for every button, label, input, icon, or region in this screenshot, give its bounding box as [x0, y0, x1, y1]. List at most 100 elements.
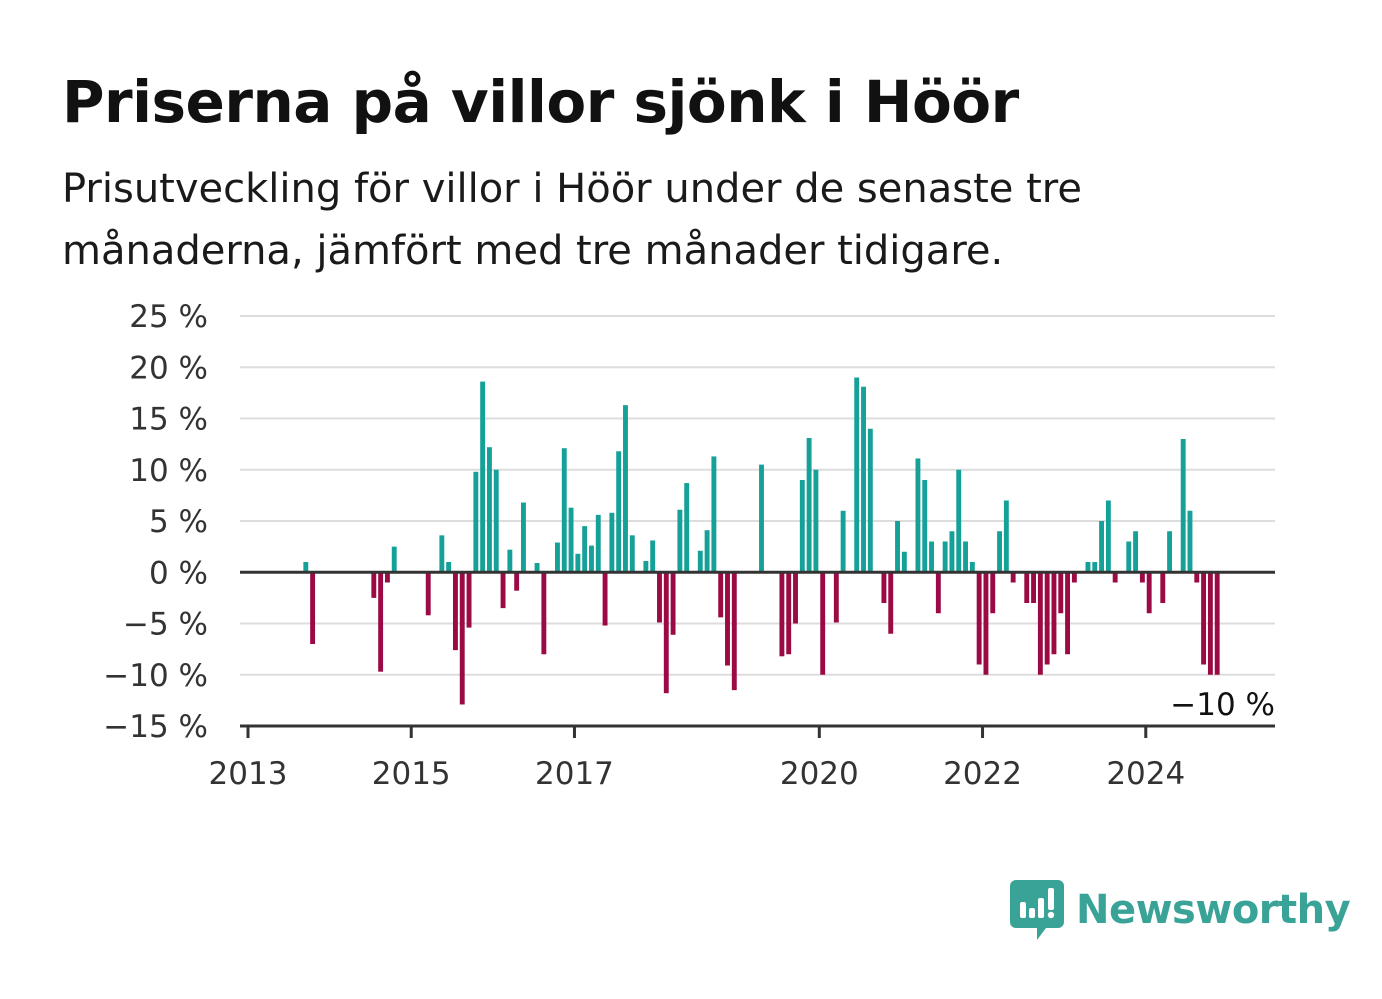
bar-2021-12: [976, 572, 982, 665]
bar-2016-05: [521, 502, 526, 573]
bar-2017-12: [650, 540, 656, 573]
bar-2022-11: [1051, 572, 1057, 655]
bar-2022-02: [990, 572, 996, 614]
bar-2020-11: [888, 572, 894, 634]
bar-2022-10: [1044, 572, 1050, 665]
bar-2024-01: [1146, 572, 1152, 614]
bar-2016-04: [514, 572, 520, 591]
chart-subtitle: Prisutveckling för villor i Höör under d…: [62, 166, 1082, 274]
y-axis-ticks: 25 % 20 % 15 % 10 % 5 % 0 % −5 % −10 % −15 %: [103, 299, 208, 745]
bar-2014-07: [371, 572, 377, 598]
bar-2015-11: [480, 381, 486, 573]
bar-2015-08: [459, 572, 465, 705]
bar-2020-10: [881, 572, 887, 603]
bar-2023-12: [1139, 572, 1145, 583]
bar-2016-01: [493, 469, 499, 573]
bar-2020-01: [820, 572, 826, 675]
bar-2019-08: [786, 572, 792, 655]
bar-2017-07: [616, 451, 622, 573]
bar-2013-10: [310, 572, 316, 644]
bar-2023-07: [1105, 500, 1111, 573]
bar-2022-05: [1010, 572, 1016, 583]
bar-2016-12: [568, 507, 574, 573]
x-tick-label: 2024: [1106, 756, 1185, 792]
bar-2019-11: [806, 437, 812, 573]
bar-2023-04: [1085, 562, 1091, 573]
x-tick-label: 2013: [209, 756, 288, 792]
y-tick-label: 25 %: [129, 299, 208, 335]
bar-2017-03: [589, 545, 594, 573]
bar-2018-04: [677, 509, 683, 573]
bar-2018-08: [704, 530, 710, 573]
bar-2022-03: [997, 531, 1002, 573]
bar-2015-09: [466, 572, 472, 628]
newsworthy-logo-icon: [1010, 880, 1064, 940]
bar-2018-03: [670, 572, 676, 635]
y-tick-label: −10 %: [103, 658, 208, 694]
bar-2019-07: [779, 572, 785, 657]
bar-2018-10: [718, 572, 724, 618]
x-axis: 2013 2015 2017 2020 2022 2024: [209, 724, 1275, 792]
bar-2015-10: [473, 471, 479, 573]
bar-2020-07: [861, 386, 866, 573]
bar-2017-09: [629, 535, 635, 573]
bar-2014-10: [391, 546, 397, 573]
bar-2023-11: [1133, 531, 1139, 573]
bar-2024-03: [1160, 572, 1166, 603]
bar-2021-08: [949, 531, 955, 573]
bar-2019-04: [759, 464, 764, 573]
bar-2024-10: [1207, 572, 1213, 675]
bar-2020-12: [895, 521, 900, 573]
bar-2022-12: [1058, 572, 1064, 614]
x-tick-label: 2015: [372, 756, 451, 792]
bar-2016-11: [561, 448, 567, 573]
bar-2018-02: [663, 572, 669, 694]
bar-2020-03: [833, 572, 839, 623]
bar-2019-09: [793, 572, 798, 624]
gridlines: [240, 315, 1275, 727]
bar-2023-08: [1112, 572, 1118, 583]
bar-2018-09: [711, 456, 717, 573]
bar-2024-11: [1214, 572, 1220, 675]
last-value-label: −10 %: [1170, 687, 1275, 723]
bar-2019-10: [799, 480, 805, 573]
bar-2016-08: [541, 572, 547, 655]
bar-2016-03: [507, 549, 513, 573]
bar-2018-01: [657, 572, 662, 623]
bar-2019-12: [813, 469, 819, 573]
y-tick-label: 10 %: [129, 453, 208, 489]
bar-2024-04: [1167, 531, 1173, 573]
bar-2020-06: [854, 377, 860, 573]
y-tick-label: 0 %: [149, 555, 208, 591]
bar-2024-06: [1180, 439, 1186, 573]
bar-2021-10: [963, 541, 968, 573]
bar-2024-08: [1194, 572, 1200, 583]
bar-2022-01: [983, 572, 989, 675]
bar-2020-04: [840, 510, 846, 573]
bar-2015-05: [439, 535, 445, 573]
bar-2022-08: [1031, 572, 1037, 603]
bar-2023-01: [1065, 572, 1071, 655]
bar-2024-09: [1201, 572, 1207, 665]
bar-2022-09: [1037, 572, 1043, 675]
bar-2015-06: [446, 562, 452, 573]
bar-2016-02: [500, 572, 506, 609]
bar-2014-09: [384, 572, 390, 583]
newsworthy-logo[interactable]: Newsworthy: [1010, 880, 1351, 940]
bar-2021-07: [942, 541, 948, 573]
bar-2017-05: [602, 572, 608, 626]
bar-2017-08: [623, 405, 628, 573]
y-tick-label: 15 %: [129, 402, 208, 438]
bar-2018-05: [684, 483, 690, 573]
bar-2021-04: [922, 480, 928, 573]
bar-2021-06: [935, 572, 941, 614]
bar-2018-11: [725, 572, 730, 666]
bar-2022-04: [1003, 500, 1009, 573]
bar-2016-07: [534, 563, 540, 573]
bars: [303, 377, 1220, 705]
bar-2021-09: [956, 469, 962, 573]
bar-chart: 25 % 20 % 15 % 10 % 5 % 0 % −5 % −10 % −15 % 201…: [103, 299, 1275, 792]
bar-2016-10: [555, 542, 560, 573]
bar-2022-07: [1024, 572, 1030, 603]
bar-2017-11: [643, 560, 649, 573]
